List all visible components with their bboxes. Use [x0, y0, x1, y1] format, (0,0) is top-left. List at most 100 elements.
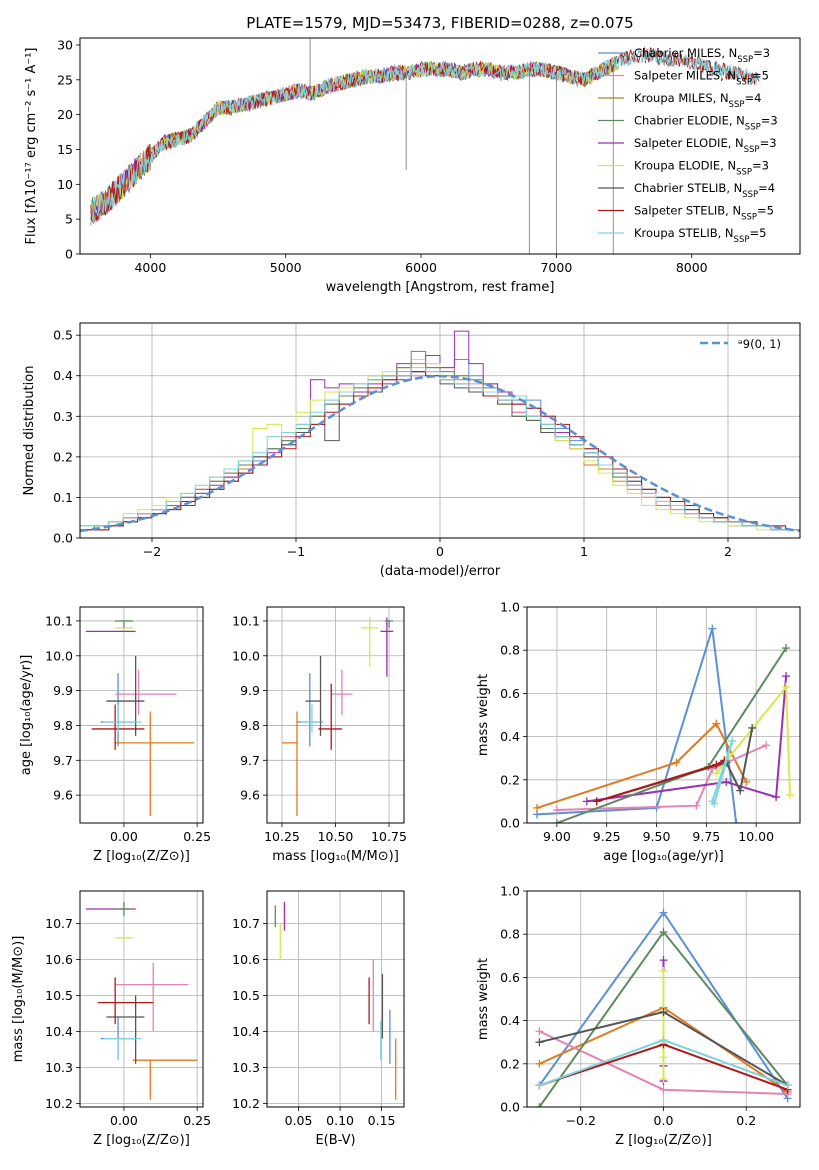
axes-spectrum: 4000 5000 6000 7000 8000 0 5 10 15 20 25 30 waveleng… [24, 37, 708, 295]
y-tick-label: 10.3 [45, 1060, 73, 1075]
errorbar-point [103, 704, 142, 733]
y-tick-label: 5 [65, 212, 73, 227]
axes-age_vs_Z: 0.00 0.25 9.6 9.7 9.8 9.9 10.0 10.1 Z [log₁₀(Z/Z… [19, 607, 211, 864]
x-tick-label: 0.00 [110, 829, 138, 844]
y-tick-label: 30 [57, 37, 73, 52]
x-tick-label: −1 [287, 544, 305, 559]
x-axis-label: (data-model)/error [380, 564, 501, 579]
weight-marker [712, 760, 721, 769]
y-tick-label: 10.0 [232, 648, 260, 663]
x-axis-label: E(B-V) [315, 1133, 355, 1148]
y-tick-label: 10.5 [45, 988, 73, 1003]
axes-frame [266, 606, 405, 824]
errorbar-point [115, 901, 130, 917]
x-tick-label: 10.75 [371, 829, 407, 844]
weight-marker [782, 682, 791, 691]
weight-marker [742, 777, 751, 786]
weight-marker [659, 1074, 668, 1083]
legend-entry: Chabrier STELIB, NSSP=4 [634, 181, 775, 200]
weight-marker [748, 723, 757, 732]
weight-marker [659, 1007, 668, 1016]
legend-entry: Kroupa MILES, NSSP=4 [634, 91, 761, 110]
y-tick-label: 10 [57, 177, 73, 192]
y-tick-label: 10.0 [45, 648, 73, 663]
y-tick-label: 10.4 [45, 1024, 73, 1039]
y-tick-label: 10.2 [232, 1096, 260, 1111]
errorbars-age_vs_Z [85, 620, 195, 817]
y-tick-label: 0.4 [500, 729, 520, 744]
x-axis-label: Z [log₁₀(Z/Z⊙)] [93, 1133, 190, 1148]
y-tick-label: 0.8 [500, 927, 520, 942]
axes-mass_vs_Z: 0.00 0.25 10.2 10.3 10.4 10.5 10.6 10.7 Z [log₁₀… [11, 891, 211, 1148]
x-tick-label: 5000 [270, 260, 302, 275]
y-tick-label: 10.5 [232, 988, 260, 1003]
errorbar-point [106, 995, 145, 1064]
x-tick-label: 4000 [134, 260, 166, 275]
errorbars-mass_vs_Z [85, 901, 198, 1100]
weight-marker [659, 908, 668, 917]
x-tick-label: −2 [143, 544, 161, 559]
gaussian-curve [80, 374, 800, 533]
x-tick-label: 6000 [405, 260, 437, 275]
x-axis-label: mass [log₁₀(M/M⊙)] [272, 849, 399, 864]
x-axis-label: Z [log₁₀(Z/Z⊙)] [93, 849, 190, 864]
weight-marker [722, 777, 731, 786]
errorbar-point [115, 711, 195, 817]
weight-line [586, 676, 788, 803]
weight-marker [712, 769, 721, 778]
weight-marker [535, 1038, 544, 1047]
y-axis-label: mass [log₁₀(M/M⊙)] [11, 936, 26, 1063]
y-tick-label: 25 [57, 72, 73, 87]
x-tick-label: 0.0 [654, 1113, 674, 1128]
weight-marker [659, 956, 668, 965]
weight-line [536, 721, 748, 809]
errorbar-point [115, 963, 189, 1032]
x-tick-label: 0.25 [183, 829, 211, 844]
weight-marker [535, 1103, 544, 1107]
errorbar-point [361, 617, 379, 667]
errorbar-point [384, 620, 394, 628]
weight-marker [592, 797, 601, 806]
weight-line [715, 684, 791, 795]
x-tick-label: 8000 [676, 260, 708, 275]
x-tick-label: 0.00 [110, 1113, 138, 1128]
errorbar-point [97, 977, 154, 1025]
weight-marker [782, 644, 791, 653]
y-tick-label: 0.4 [53, 368, 73, 383]
weight-marker [535, 1059, 544, 1068]
y-tick-label: 9.6 [240, 788, 260, 803]
y-axis-label: Flux [fλ10⁻¹⁷ erg cm⁻² s⁻¹ A⁻¹] [24, 48, 39, 245]
y-tick-label: 15 [57, 142, 73, 157]
legend-entry: Kroupa STELIB, NSSP=5 [634, 226, 766, 245]
legend-entry: Salpeter STELIB, NSSP=5 [634, 204, 774, 223]
y-tick-label: 0.5 [53, 328, 73, 343]
weight-marker [786, 790, 795, 799]
y-tick-label: 20 [57, 107, 73, 122]
axes-weight_vs_Z: −0.2 0.0 0.2 0.0 0.2 0.4 0.6 0.8 1.0 Z [log₁₀(Z/Z… [476, 884, 800, 1148]
axes-frame [526, 606, 801, 824]
y-tick-label: 10.4 [232, 1024, 260, 1039]
weight-line [536, 628, 738, 823]
y-tick-label: 10.6 [45, 952, 73, 967]
weight-marker [708, 624, 717, 633]
axes-mass_vs_EBV: 0.05 0.10 0.15 10.2 10.3 10.4 10.5 10.6 10.7 E(B-… [232, 891, 404, 1148]
axes-frame [266, 890, 405, 1108]
x-axis-label: wavelength [Angstrom, rest frame] [326, 280, 555, 295]
weight-marker [732, 819, 741, 823]
weight-marker [532, 803, 541, 812]
y-tick-label: 10.2 [45, 1096, 73, 1111]
errorbar-point [301, 704, 321, 733]
y-axis-label: mass weight [476, 958, 491, 1040]
weights-weight_vs_age [532, 624, 795, 823]
x-tick-label: 0.10 [326, 1113, 354, 1128]
y-tick-label: 1.0 [500, 884, 520, 899]
y-tick-label: 0.0 [500, 1100, 520, 1115]
y-tick-label: 1.0 [500, 600, 520, 615]
errorbar-point [115, 620, 133, 628]
errorbar-point [305, 655, 322, 736]
axes-frame [526, 890, 801, 1108]
weight-marker [672, 758, 681, 767]
y-tick-label: 10.1 [45, 613, 73, 628]
y-tick-label: 10.7 [45, 916, 73, 931]
histograms [80, 330, 800, 538]
